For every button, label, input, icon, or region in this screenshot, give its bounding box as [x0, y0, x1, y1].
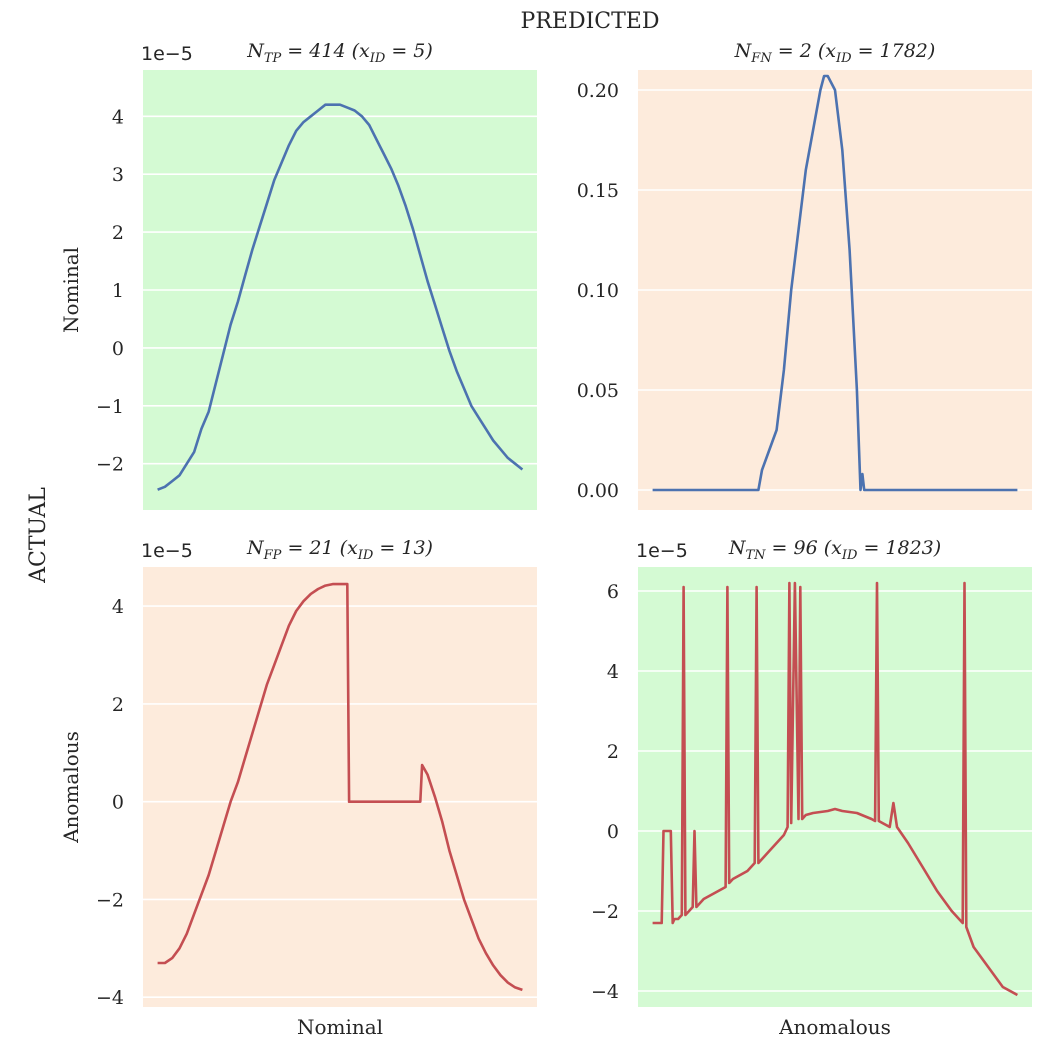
- y-tick-label: −2: [96, 454, 124, 476]
- x-axis-label: Anomalous: [778, 1015, 891, 1039]
- series-line: [652, 74, 1018, 492]
- y-tick-label: 6: [607, 581, 619, 603]
- y-tick-label: 0: [112, 792, 124, 814]
- y-tick-label: 0.10: [577, 280, 619, 302]
- panel-title: NFN = 2 (xID = 1782): [734, 40, 936, 66]
- panel-false-negative: 0.00 0.05 0.10 0.15 0.20 NFN = 2 (xID = 1782): [577, 40, 1032, 510]
- row-label: ACTUAL: [26, 487, 51, 584]
- y-tick-label: 0.05: [577, 380, 619, 402]
- figure-suptitle: PREDICTED: [521, 9, 660, 34]
- y-tick-label: 3: [112, 164, 124, 186]
- y-tick-label: 0: [112, 338, 124, 360]
- y-tick-label: 1: [112, 280, 124, 302]
- panel-title: NTN = 96 (xID = 1823): [728, 537, 941, 563]
- y-tick-label: 0: [607, 821, 619, 843]
- panel-true-positive: −2 −1 0 1 2 3 4 NTP = 414 (xID = 5) 1e−5 Nominal: [59, 40, 537, 510]
- y-tick-label: −2: [96, 889, 124, 911]
- series-line: [157, 103, 524, 491]
- y-tick-label: 0.00: [577, 480, 619, 502]
- y-tick-label: −2: [591, 901, 619, 923]
- plot-background: [143, 567, 537, 1007]
- panel-title: NFP = 21 (xID = 13): [246, 537, 433, 563]
- x-axis-label: Nominal: [297, 1015, 383, 1039]
- plot-background: [638, 567, 1032, 1007]
- series-line: [652, 581, 1019, 997]
- y-tick-label: 2: [112, 222, 124, 244]
- y-tick-label: 4: [112, 106, 124, 128]
- panel-false-positive: −4 −2 0 2 4 NFP = 21 (xID = 13) 1e−5 Anomalous N…: [59, 537, 537, 1039]
- y-tick-label: 2: [112, 694, 124, 716]
- y-tick-label: 4: [607, 661, 619, 683]
- y-tick-label: −4: [591, 981, 619, 1003]
- y-tick-label: 2: [607, 741, 619, 763]
- panel-title: NTP = 414 (xID = 5): [246, 40, 433, 66]
- y-tick-label: 0.20: [577, 80, 619, 102]
- y-axis-label: Nominal: [59, 247, 83, 333]
- y-tick-label: 0.15: [577, 180, 619, 202]
- y-axis-label: Anomalous: [59, 731, 83, 844]
- y-tick-label: −4: [96, 987, 124, 1009]
- panel-true-negative: −4 −2 0 2 4 6 NTN = 96 (xID = 1823) 1e−5 Anomalo…: [591, 537, 1032, 1039]
- y-tick-label: −1: [96, 396, 124, 418]
- y-tick-label: 4: [112, 596, 124, 618]
- axis-offset-text: 1e−5: [636, 540, 688, 562]
- axis-offset-text: 1e−5: [141, 43, 193, 65]
- series-line: [157, 582, 523, 992]
- axis-offset-text: 1e−5: [141, 540, 193, 562]
